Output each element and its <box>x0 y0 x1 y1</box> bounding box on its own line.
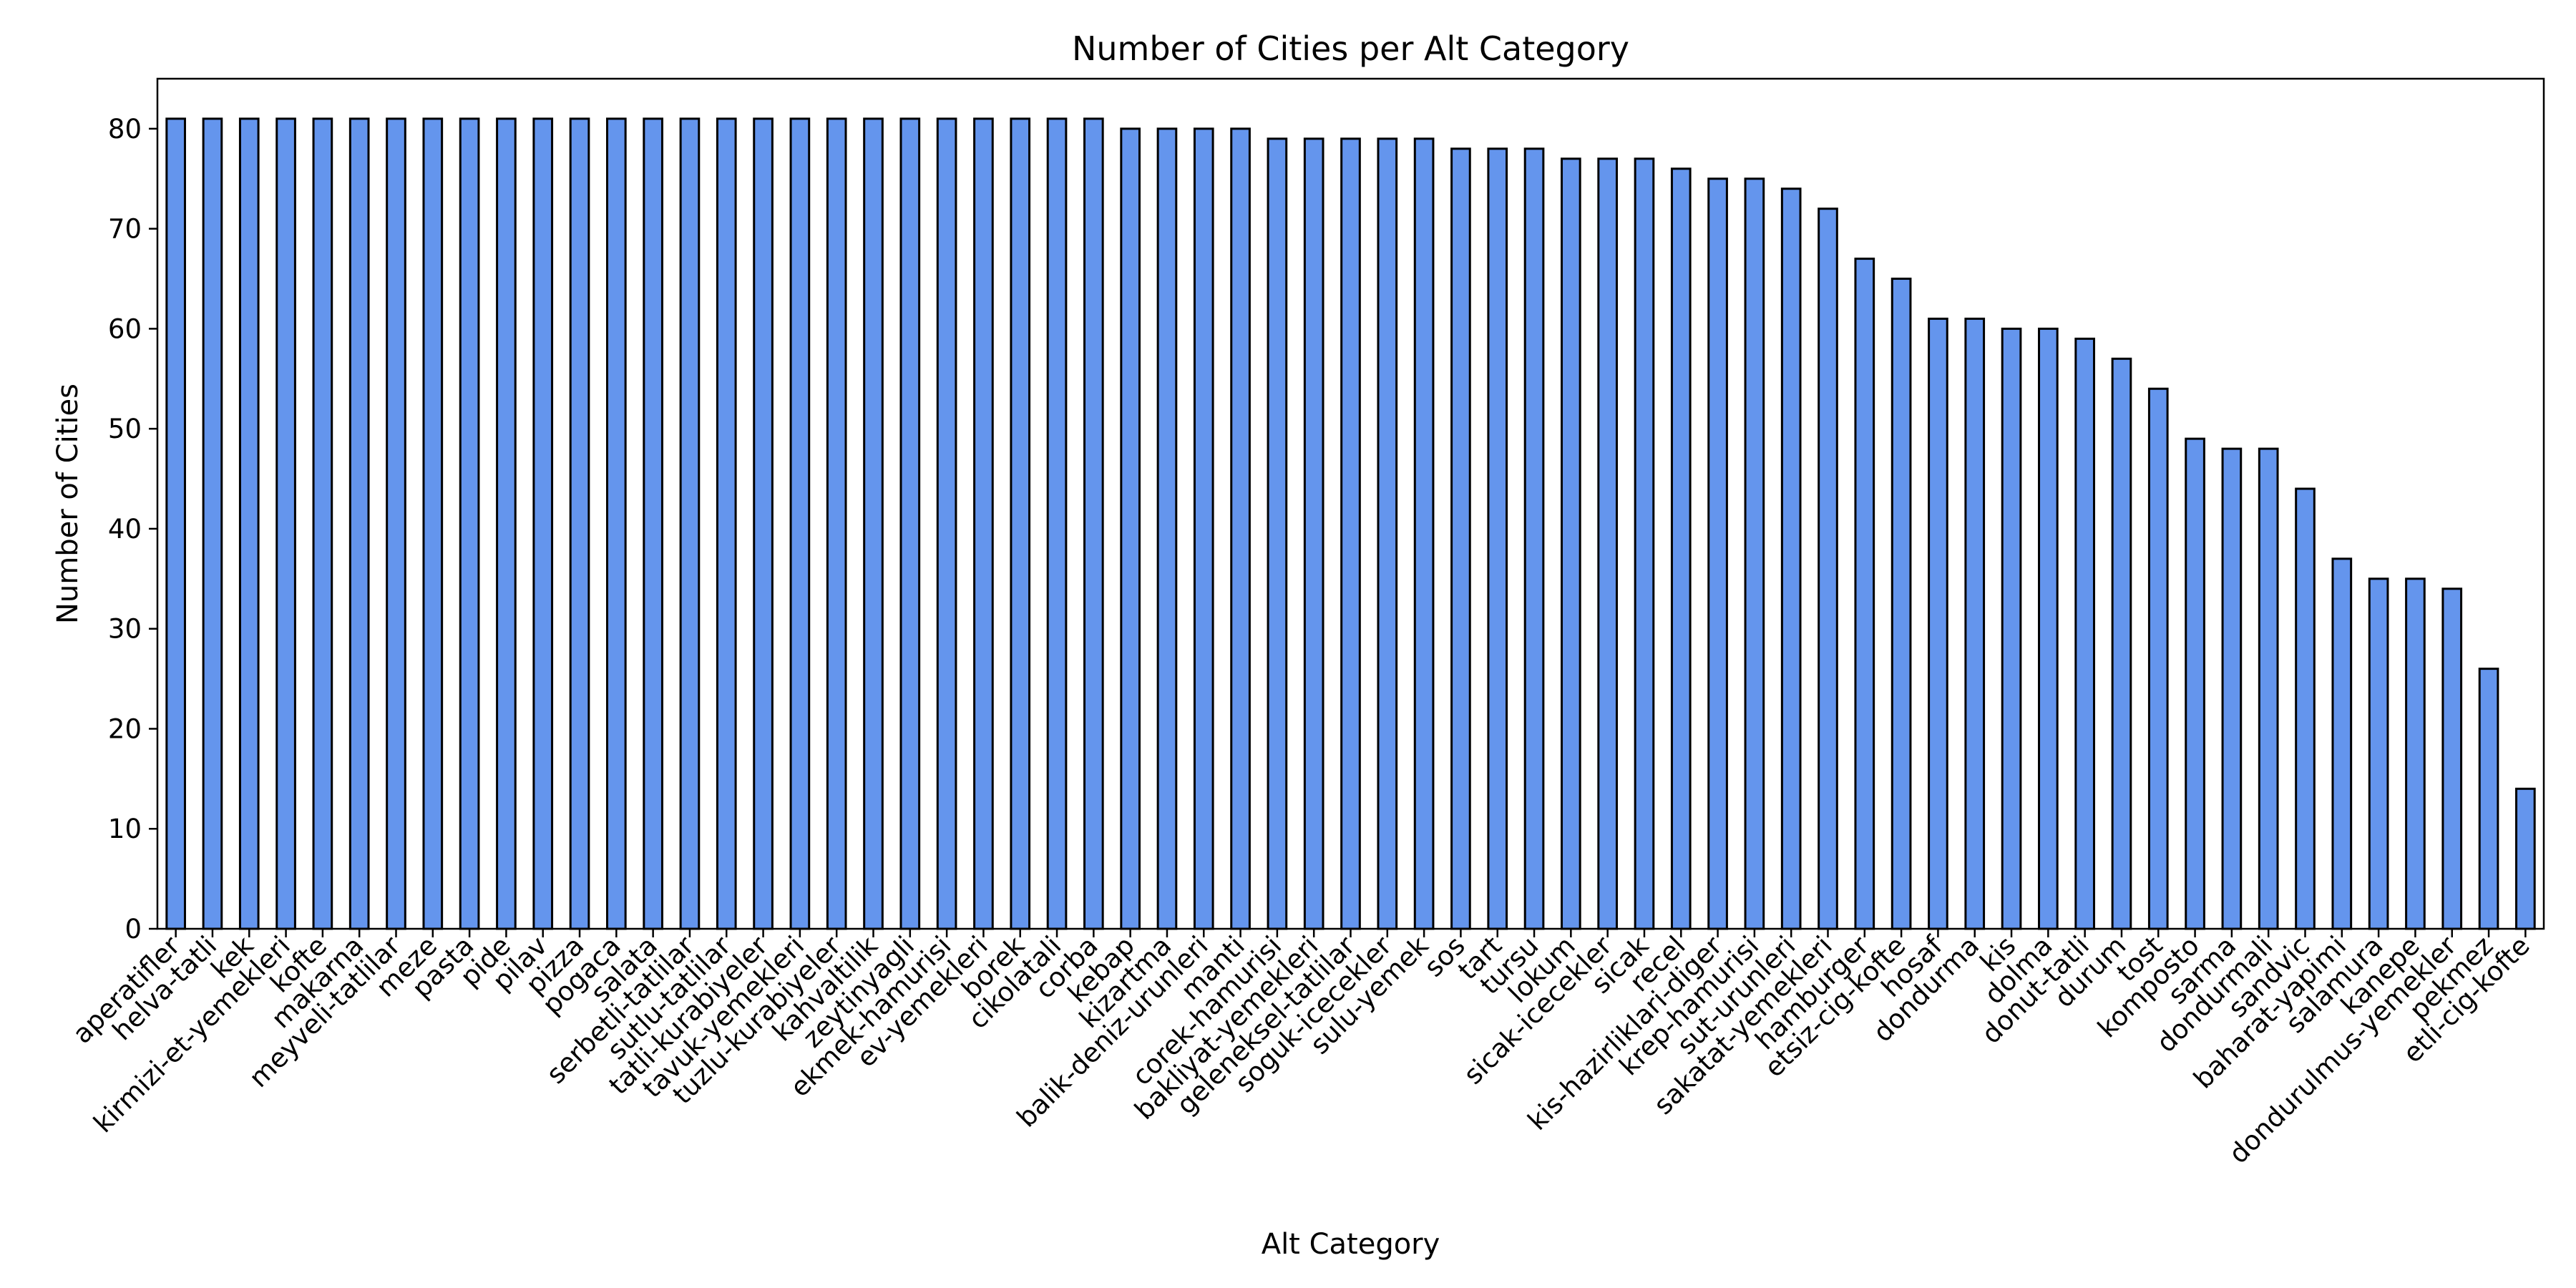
bar-kis-hazirliklari-diger <box>1707 177 1728 930</box>
bar-sutlu-tatlilar <box>716 117 737 930</box>
bar-pide <box>496 117 517 930</box>
bar-pekmez <box>2478 668 2499 930</box>
bar-tavuk-yemekleri <box>789 117 811 930</box>
bar-kis <box>2001 327 2022 930</box>
bar-salata <box>643 117 663 930</box>
y-tick-label: 0 <box>125 914 142 945</box>
bar-soguk-icecekler <box>1377 137 1398 930</box>
bar-hamburger <box>1854 258 1875 930</box>
bar-dondurmali <box>2258 447 2279 930</box>
bar-bakliyat-yemekleri <box>1303 137 1324 930</box>
bar-lokum <box>1561 157 1581 930</box>
bar-etli-cig-kofte <box>2515 787 2536 930</box>
bar-durum <box>2111 357 2132 930</box>
bar-sicak <box>1634 157 1655 930</box>
bar-dolma <box>2038 327 2059 930</box>
bar-makarna <box>348 117 370 930</box>
bar-sicak-icecekler <box>1597 157 1618 930</box>
bar-kofte <box>312 117 333 930</box>
bar-tost <box>2147 387 2169 930</box>
bar-dondurma <box>1964 317 1986 930</box>
bar-manti <box>1230 127 1251 930</box>
bar-pogaca <box>606 117 627 930</box>
bar-kirmizi-et-yemekleri <box>275 117 296 930</box>
x-axis-label: Alt Category <box>1262 1228 1440 1261</box>
bar-tart <box>1487 147 1508 930</box>
bar-kek <box>238 117 260 930</box>
bar-tursu <box>1523 147 1545 930</box>
bar-hosaf <box>1928 317 1948 930</box>
bar-sulu-yemek <box>1413 137 1435 930</box>
bar-serbetli-tatlilar <box>679 117 701 930</box>
x-axis-ticks: aperatiflerhelva-tatlikekkirmizi-et-yeme… <box>67 929 2536 1169</box>
bar-etsiz-cig-kofte <box>1890 278 1912 930</box>
bar-tatli-kurabiyeler <box>753 117 774 930</box>
bar-sakatat-yemekleri <box>1818 208 1838 930</box>
bar-cikolatali <box>1046 117 1068 930</box>
plot-frame <box>156 77 2545 930</box>
bar-kahvaltilik <box>863 117 884 930</box>
bar-sos <box>1450 147 1471 930</box>
y-axis-label: Number of Cities <box>52 384 84 624</box>
bar-baharat-yapimi <box>2331 557 2353 930</box>
bar-sarma <box>2221 447 2243 930</box>
bar-meyveli-tatlilar <box>386 117 406 930</box>
bar-komposto <box>2185 437 2205 930</box>
bar-balik-deniz-urunleri <box>1193 127 1214 930</box>
bar-tuzlu-kurabiyeler <box>826 117 847 930</box>
bar-zeytinyagli <box>899 117 921 930</box>
chart-title: Number of Cities per Alt Category <box>1072 29 1629 68</box>
bar-donut-tatli <box>2074 337 2095 930</box>
y-axis-ticks: 0 10 20 30 40 50 60 70 80 <box>108 114 157 945</box>
bar-recel <box>1670 167 1692 930</box>
bar-sandvic <box>2295 487 2316 930</box>
bar-meze <box>422 117 444 930</box>
bar-borek <box>1010 117 1031 930</box>
bar-krep-hamurisi <box>1744 177 1765 930</box>
y-tick-label: 40 <box>108 514 142 545</box>
bar-ekmek-hamurisi <box>936 117 957 930</box>
y-tick-label: 80 <box>108 114 142 145</box>
bar-ev-yemekleri <box>973 117 994 930</box>
bar-aperatifler <box>165 117 186 930</box>
bar-corek-hamurisi <box>1267 137 1288 930</box>
bar-geleneksel-tatlilar <box>1340 137 1361 930</box>
bar-pasta <box>459 117 480 930</box>
bar-kebap <box>1120 127 1141 930</box>
y-tick-label: 10 <box>108 814 142 844</box>
y-tick-label: 50 <box>108 414 142 444</box>
y-tick-label: 30 <box>108 614 142 645</box>
bar-kizartma <box>1156 127 1178 930</box>
bar-dondurulmus-yemekler <box>2441 587 2463 930</box>
y-tick-label: 60 <box>108 313 142 344</box>
y-tick-label: 70 <box>108 214 142 245</box>
bar-kanepe <box>2405 577 2426 930</box>
bar-pilav <box>532 117 554 930</box>
bar-sut-urunleri <box>1780 187 1802 930</box>
bar-group <box>165 117 2536 930</box>
bar-salamura <box>2368 577 2389 930</box>
bar-helva-tatli <box>202 117 223 930</box>
bar-corba <box>1083 117 1104 930</box>
y-tick-label: 20 <box>108 713 142 744</box>
bar-pizza <box>569 117 590 930</box>
